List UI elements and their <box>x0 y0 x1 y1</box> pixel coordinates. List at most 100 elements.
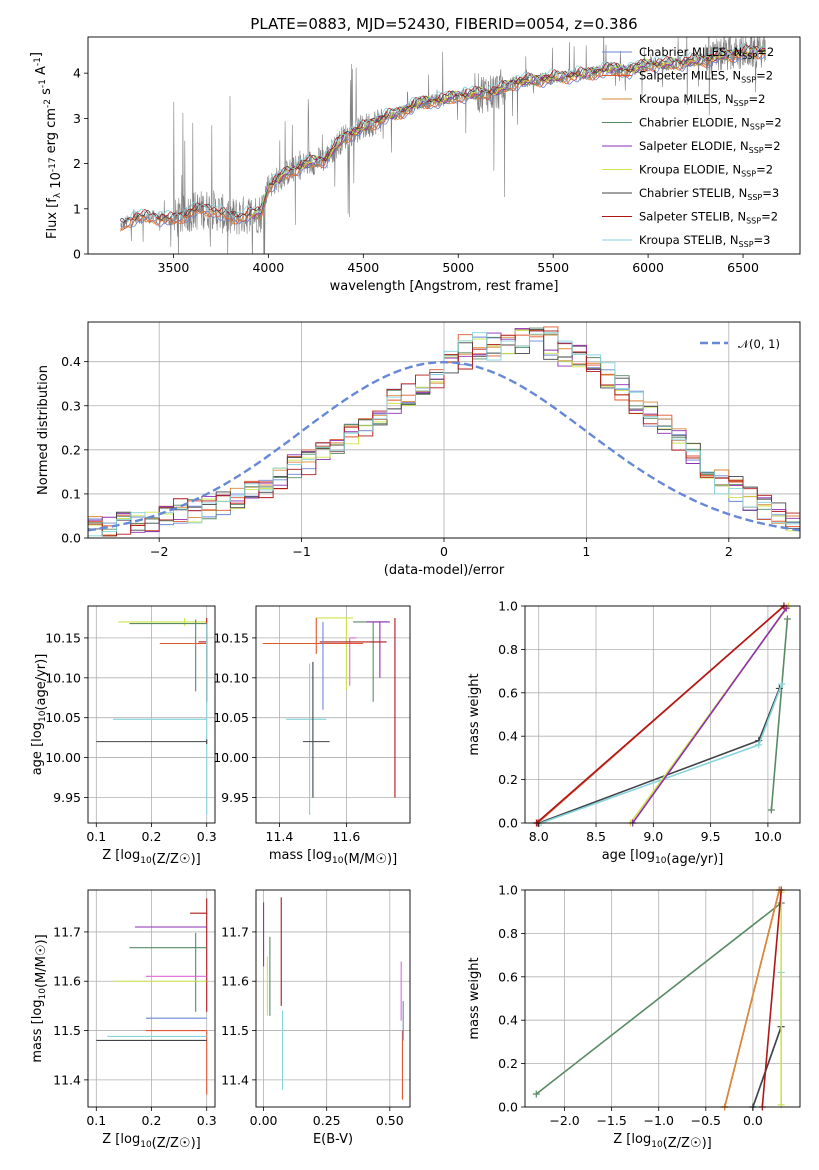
mass-vs-Z-point-2 <box>129 932 207 1012</box>
weight-vs-age-ytick-label: 0.6 <box>498 685 518 700</box>
weight-vs-Z-ytick-label: 0.6 <box>498 969 518 984</box>
legend-label-salpeter_elodie: Salpeter ELODIE, NSSP=2 <box>639 139 781 155</box>
panel-spectrum: 3500 4000 4500 5000 5500 6000 6500 0 1 2 3 4 wavelen… <box>29 36 801 294</box>
weight-vs-age-ytick-label: 0.8 <box>498 642 518 657</box>
mass-vs-EBV-ytick-label: 11.4 <box>221 1072 249 1087</box>
age-vs-mass-xlabel: mass [log10(M/M☉)] <box>269 848 397 867</box>
age-vs-mass-point-8 <box>286 663 327 816</box>
age-vs-Z-point-0 <box>118 617 207 626</box>
mass-vs-Z-xtick-label: 0.2 <box>142 1113 162 1128</box>
panel-weight-vs-Z: −2.0 −1.5 −1.0 −0.5 0.0 0.0 0.2 0.4 0.6 0.8 1.0 Z [… <box>467 883 801 1151</box>
age-vs-mass-plot-area <box>262 617 396 816</box>
weight-vs-age-xtick-label: 8.0 <box>529 829 549 844</box>
age-vs-mass-point-2 <box>366 621 390 678</box>
age-vs-Z-xtick-label: 0.3 <box>197 829 217 844</box>
spectrum-xtick-label: 3500 <box>158 260 190 275</box>
weight-vs-age-series-salpeter_elodie <box>632 607 787 824</box>
weight-vs-Z-series-kroupa_miles <box>723 889 781 1108</box>
weight-vs-age-ytick-label: 0.0 <box>498 816 518 831</box>
spectrum-xtick-label: 5000 <box>442 260 474 275</box>
mass-vs-Z-ytick-label: 11.5 <box>53 1023 81 1038</box>
residuals-plot-area <box>88 326 800 538</box>
spectrum-xtick-label: 6000 <box>632 260 664 275</box>
age-vs-Z-point-4 <box>112 623 208 816</box>
age-vs-Z-ytick-label: 10.05 <box>45 710 81 725</box>
mass-vs-Z-point-6 <box>145 1030 208 1095</box>
weight-vs-Z-ytick-label: 0.0 <box>498 1100 518 1115</box>
weight-vs-age-frame <box>524 605 801 824</box>
spectrum-ytick-label: 4 <box>73 66 81 81</box>
residuals-xtick-label: −2 <box>150 544 168 559</box>
age-vs-mass-ytick-label: 10.10 <box>213 670 249 685</box>
mass-vs-EBV-xlabel: E(B-V) <box>313 1132 353 1147</box>
mass-vs-Z-ytick-label: 11.6 <box>53 974 81 989</box>
panel-residuals: −2 −1 0 1 2 0.0 0.1 0.2 0.3 0.4 (data-model)/error… <box>36 321 801 578</box>
mass-vs-EBV-plot-area <box>263 897 404 1100</box>
spectrum-model-salpeter_stelib <box>119 44 766 223</box>
spectrum-xtick-label: 4000 <box>252 260 284 275</box>
age-vs-Z-ytick-label: 9.95 <box>53 790 81 805</box>
legend-label-chabrier_stelib: Chabrier STELIB, NSSP=3 <box>639 186 779 202</box>
weight-vs-age-xtick-label: 9.0 <box>643 829 663 844</box>
residuals-ytick-label: 0.4 <box>61 354 81 369</box>
mass-vs-EBV-ytick-label: 11.5 <box>221 1023 249 1038</box>
legend-label-salpeter_miles: Salpeter MILES, NSSP=2 <box>639 69 773 85</box>
weight-vs-age-marker-chabrier_elodie <box>783 615 791 623</box>
weight-vs-age-xtick-label: 9.5 <box>701 829 721 844</box>
residuals-ylabel: Normed distribution <box>36 365 51 495</box>
weight-vs-age-ytick-label: 1.0 <box>498 599 518 614</box>
age-vs-mass-xtick-label: 11.4 <box>266 829 294 844</box>
residuals-ytick-label: 0.1 <box>61 486 81 501</box>
panel-age-vs-Z: 0.1 0.2 0.3 9.95 10.00 10.05 10.10 10.15 Z [log1… <box>30 605 217 867</box>
spectrum-model-salpeter_elodie <box>249 46 766 219</box>
panel-weight-vs-age: 8.0 8.5 9.0 9.5 10.0 0.0 0.2 0.4 0.6 0.8 1.0 age [l… <box>467 599 801 867</box>
weight-vs-age-xtick-label: 10.0 <box>754 829 782 844</box>
residuals-xtick-label: 2 <box>725 544 733 559</box>
age-vs-mass-ytick-label: 10.15 <box>213 630 249 645</box>
mass-vs-Z-xlabel: Z [log10(Z/Z☉)] <box>102 1132 200 1151</box>
figure-title: PLATE=0883, MJD=52430, FIBERID=0054, z=0… <box>250 15 637 33</box>
spectrum-ytick-label: 0 <box>73 247 81 262</box>
residuals-ytick-label: 0.2 <box>61 442 81 457</box>
weight-vs-Z-frame <box>524 889 801 1108</box>
weight-vs-Z-ytick-label: 0.8 <box>498 926 518 941</box>
weight-vs-Z-xtick-label: −2.0 <box>549 1113 579 1128</box>
panel-mass-vs-Z: 0.1 0.2 0.3 11.4 11.5 11.6 11.7 Z [log10(Z/Z☉)]… <box>30 889 217 1151</box>
spectrum-frame <box>87 36 801 255</box>
legend-label-kroupa_stelib: Kroupa STELIB, NSSP=3 <box>639 233 770 249</box>
age-vs-Z-ylabel: age [log10(age/yr)] <box>30 654 49 776</box>
spectrum-model-kroupa_stelib <box>120 43 766 225</box>
weight-vs-Z-series-salpeter_stelib <box>761 889 782 1108</box>
weight-vs-age-marker-kroupa_stelib <box>778 680 786 688</box>
weight-vs-age-ytick-label: 0.4 <box>498 729 518 744</box>
age-vs-Z-xlabel: Z [log10(Z/Z☉)] <box>102 848 200 867</box>
spectrum-model-chabrier_stelib <box>119 45 766 222</box>
spectrum-ytick-label: 3 <box>73 111 81 126</box>
weight-vs-age-xlabel: age [log10(age/yr)] <box>602 848 724 867</box>
legend-label-kroupa_elodie: Kroupa ELODIE, NSSP=2 <box>639 163 773 179</box>
age-vs-Z-point-1 <box>129 619 207 692</box>
residuals-xtick-label: −1 <box>292 544 310 559</box>
age-vs-mass-ytick-label: 10.00 <box>213 750 249 765</box>
mass-vs-Z-ylabel: mass [log10(M/M☉)] <box>30 934 49 1062</box>
legend-normal-label: 𝒩(0, 1) <box>738 337 780 351</box>
age-vs-Z-point-5 <box>96 739 208 745</box>
mass-vs-Z-xtick-label: 0.1 <box>86 1113 106 1128</box>
age-vs-Z-plot-area <box>96 617 208 816</box>
spectrum-plot-area <box>119 37 767 254</box>
weight-vs-Z-xtick-label: −1.5 <box>596 1113 626 1128</box>
spectrum-xtick-label: 6500 <box>727 260 759 275</box>
legend-label-kroupa_miles: Kroupa MILES, NSSP=2 <box>639 92 765 108</box>
weight-vs-Z-marker-chabrier_elodie <box>532 1090 540 1098</box>
weight-vs-age-xtick-label: 8.5 <box>586 829 606 844</box>
mass-vs-EBV-ytick-label: 11.7 <box>221 924 249 939</box>
mass-vs-EBV-xtick-label: 0.25 <box>313 1113 341 1128</box>
weight-vs-Z-xtick-label: −0.5 <box>691 1113 721 1128</box>
weight-vs-Z-ytick-label: 1.0 <box>498 883 518 898</box>
weight-vs-age-ylabel: mass weight <box>467 673 482 755</box>
spectrum-ylabel: Flux [fλ 10-17 erg cm-2 s-1 A-1] <box>29 52 64 239</box>
weight-vs-Z-xlabel: Z [log10(Z/Z☉)] <box>613 1132 711 1151</box>
legend-label-salpeter_stelib: Salpeter STELIB, NSSP=2 <box>639 210 778 226</box>
legend-label-chabrier_elodie: Chabrier ELODIE, NSSP=2 <box>639 116 782 132</box>
